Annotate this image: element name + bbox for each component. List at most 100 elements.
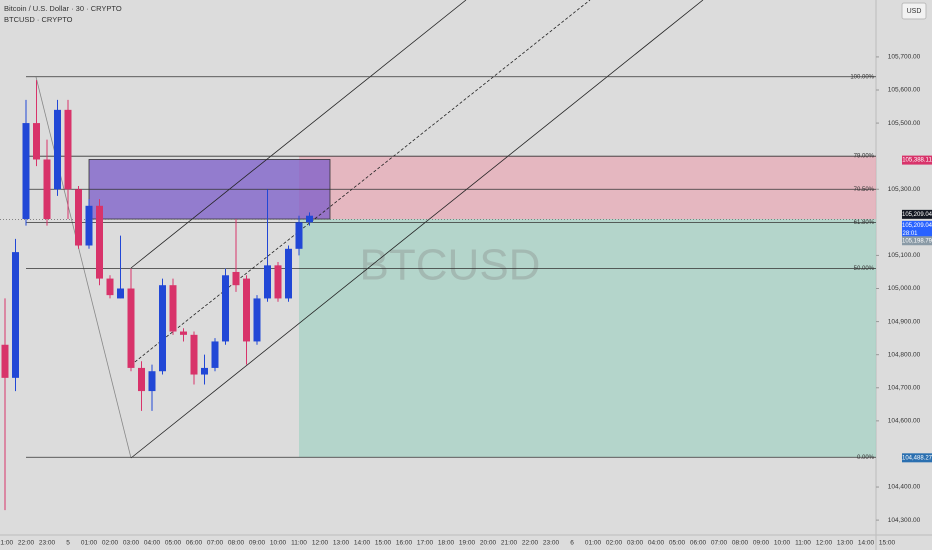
fib-label: 50.00%	[854, 266, 875, 272]
channel-lower	[130, 0, 704, 459]
x-tick-label: 03:00	[627, 540, 644, 547]
candle-body	[1, 344, 9, 378]
x-tick-label: 04:00	[144, 540, 161, 547]
x-tick-label: 05:00	[669, 540, 686, 547]
y-tick-label: 105,600.00	[888, 87, 921, 94]
x-tick-label: 22:00	[522, 540, 539, 547]
x-tick-label: 13:00	[837, 540, 854, 547]
watermark: BTCUSD	[360, 241, 541, 290]
x-tick-label: 10:00	[270, 540, 287, 547]
candle-body	[85, 205, 93, 246]
x-tick-label: 14:00	[858, 540, 875, 547]
candle-body	[190, 334, 198, 375]
x-tick-label: 09:00	[753, 540, 770, 547]
candle-body	[33, 123, 40, 160]
x-tick-label: 11:00	[291, 540, 307, 547]
x-tick-label: 15:00	[375, 540, 392, 547]
y-tick-label: 104,400.00	[888, 484, 921, 491]
candle-body	[253, 298, 261, 342]
candle-body	[159, 285, 166, 372]
x-tick-label: 01:00	[585, 540, 602, 547]
fib-label: 100.00%	[850, 74, 874, 80]
price-countdown: 28:01	[902, 231, 918, 237]
channel-mid	[130, 0, 591, 366]
candle-body	[106, 278, 114, 296]
candle-body	[117, 288, 124, 299]
x-tick-label: 01:00	[81, 540, 98, 547]
price-tag-label: 105,209.04	[902, 212, 932, 218]
fib-label: 70.50%	[854, 187, 875, 193]
x-tick-label: 22:00	[18, 540, 35, 547]
candle-body	[211, 341, 219, 368]
candle-body	[75, 189, 82, 246]
zone	[299, 219, 876, 458]
x-tick-label: 12:00	[816, 540, 833, 547]
x-tick-label: 06:00	[186, 540, 203, 547]
price-tag-label: 105,198.79	[902, 238, 932, 244]
candle-body	[43, 159, 51, 220]
candle-body	[180, 331, 187, 335]
candle-body	[222, 275, 229, 342]
candle-body	[306, 215, 313, 223]
candle-body	[54, 109, 61, 190]
x-tick-label: 20:00	[480, 540, 497, 547]
y-tick-label: 104,800.00	[888, 351, 921, 358]
price-tag-label: 104,488.27	[902, 455, 932, 461]
y-tick-label: 105,100.00	[888, 252, 921, 259]
price-tag	[902, 220, 932, 238]
x-tick-label: 21:00	[0, 540, 14, 547]
x-tick-label: 08:00	[732, 540, 749, 547]
y-tick-label: 104,600.00	[888, 418, 921, 425]
candle-body	[138, 367, 145, 392]
y-tick-label: 104,700.00	[888, 384, 921, 391]
fib-trend-line	[35, 76, 132, 459]
candle-body	[285, 248, 292, 299]
x-tick-label: 12:00	[312, 540, 329, 547]
candle-body	[264, 265, 271, 299]
price-tag	[902, 236, 932, 246]
candle-body	[243, 278, 250, 342]
price-tag	[902, 453, 932, 463]
x-tick-label: 07:00	[207, 540, 224, 547]
price-tag	[902, 209, 932, 219]
y-tick-label: 105,700.00	[888, 54, 921, 61]
x-tick-label: 16:00	[396, 540, 413, 547]
symbol-subtitle: BTCUSD · CRYPTO	[4, 15, 73, 24]
price-tag-label: 105,388.11	[902, 158, 932, 164]
y-tick-label: 104,300.00	[888, 517, 921, 524]
x-tick-label: 04:00	[648, 540, 665, 547]
price-tag-label: 105,209.04	[902, 223, 932, 229]
x-tick-label: 5	[66, 540, 70, 547]
candle-body	[232, 271, 240, 286]
currency[interactable]: USD	[907, 8, 922, 15]
x-tick-label: 14:00	[354, 540, 371, 547]
candle-body	[22, 123, 30, 220]
x-tick-label: 05:00	[165, 540, 182, 547]
channel-upper	[130, 0, 467, 269]
x-tick-label: 10:00	[774, 540, 791, 547]
x-tick-label: 23:00	[39, 540, 56, 547]
x-tick-label: 21:00	[501, 540, 518, 547]
y-tick-label: 104,900.00	[888, 318, 921, 325]
currency-box[interactable]	[901, 2, 927, 20]
x-tick-label: 15:00	[879, 540, 896, 547]
fib-label: 0.00%	[857, 455, 875, 461]
fib-label: 79.00%	[854, 154, 875, 160]
symbol-title: Bitcoin / U.S. Dollar · 30 · CRYPTO	[4, 4, 122, 13]
x-tick-label: 23:00	[543, 540, 560, 547]
x-tick-label: 06:00	[690, 540, 707, 547]
zone	[299, 156, 876, 220]
x-tick-label: 09:00	[249, 540, 266, 547]
x-tick-label: 07:00	[711, 540, 728, 547]
channel	[35, 0, 704, 459]
x-tick-label: 02:00	[102, 540, 119, 547]
y-tick-label: 105,500.00	[888, 120, 921, 127]
x-tick-label: 11:00	[795, 540, 811, 547]
candle-body	[96, 205, 103, 279]
candle-body	[12, 252, 19, 378]
candle-body	[127, 288, 135, 368]
candle-body	[148, 371, 156, 392]
x-tick-label: 19:00	[459, 540, 476, 547]
fib-label: 61.80%	[854, 220, 875, 226]
